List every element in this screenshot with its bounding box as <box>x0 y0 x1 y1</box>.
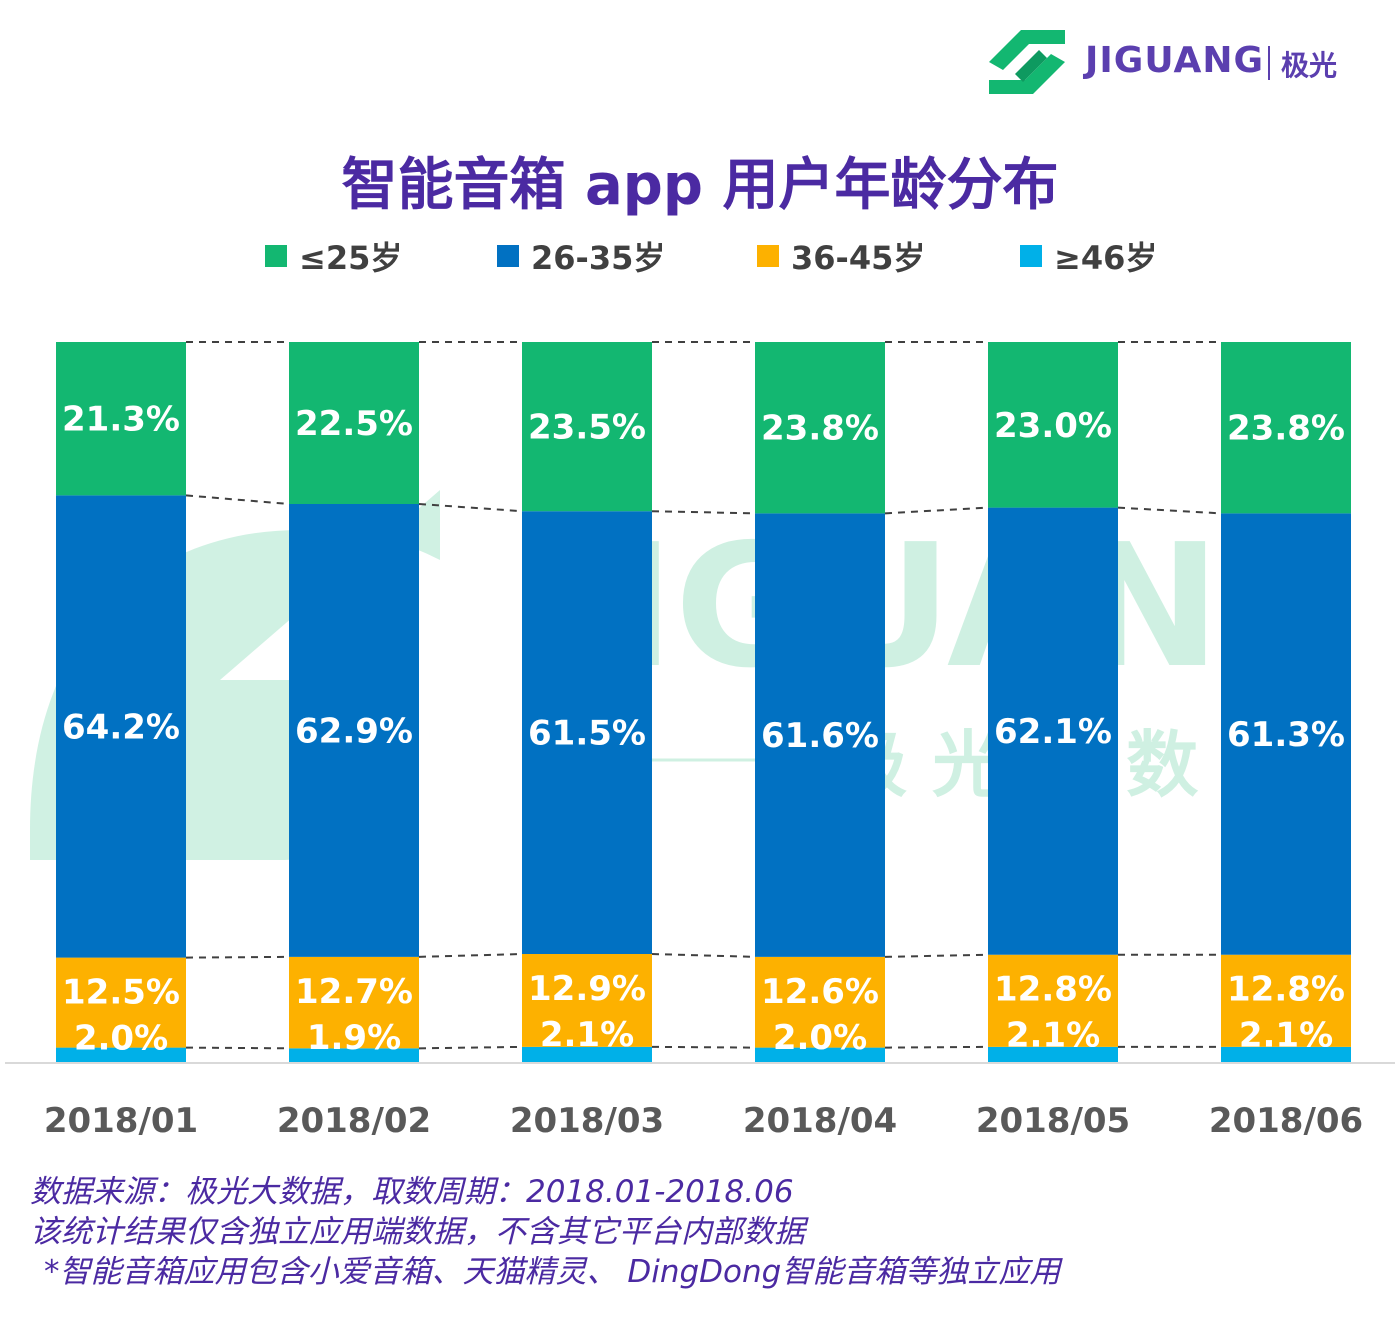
data-label: 2.0% <box>773 1018 867 1058</box>
data-label: 23.5% <box>528 408 646 448</box>
series-line <box>884 1045 989 1049</box>
bar-segment <box>522 511 652 954</box>
data-label: 2.1% <box>540 1015 634 1055</box>
x-tick-label: 2018/01 <box>44 1101 198 1141</box>
bar-segment <box>1221 513 1351 955</box>
bar-segment <box>522 1046 652 1062</box>
data-label: 22.5% <box>295 404 413 444</box>
x-axis-tick-labels: 2018/01 2018/02 2018/03 2018/04 2018/05 2018/… <box>44 1101 1363 1141</box>
bar-segment <box>56 495 186 958</box>
legend-label-ge46: ≥46岁 <box>1054 238 1158 277</box>
x-tick-label: 2018/04 <box>743 1101 897 1141</box>
series-line <box>651 1045 756 1049</box>
data-label: 12.8% <box>994 970 1112 1010</box>
data-label: 62.1% <box>994 712 1112 752</box>
legend-swatch-le25 <box>265 244 287 267</box>
data-label: 62.9% <box>295 711 413 751</box>
x-tick-label: 2018/06 <box>1209 1101 1363 1141</box>
watermark: JIGUANG 极 光 大 数 据 <box>30 490 1360 860</box>
data-label: 23.0% <box>994 406 1112 446</box>
series-line <box>418 953 523 958</box>
legend-swatch-36-45 <box>757 244 779 267</box>
bar-segment <box>755 342 885 514</box>
x-tick-label: 2018/02 <box>277 1101 431 1141</box>
bar-segment <box>289 504 419 957</box>
bar-segment <box>755 513 885 957</box>
bar-segment <box>1221 1046 1351 1062</box>
jiguang-logo-icon <box>989 30 1065 94</box>
stacked-bar-chart: JIGUANG 极 光 大 数 据 21.3% 64.2% 12.5% 2.0% 22.… <box>5 341 1395 1141</box>
bar-segment <box>988 1046 1118 1062</box>
legend: ≤25岁 26-35岁 36-45岁 ≥46岁 <box>0 233 1400 278</box>
footnotes: 数据来源：极光大数据，取数周期：2018.01-2018.06 该统计结果仅含独… <box>30 1172 1060 1292</box>
data-label: 12.6% <box>761 972 879 1012</box>
data-label: 61.6% <box>761 716 879 756</box>
data-label: 1.9% <box>307 1018 401 1058</box>
bar-segment <box>755 1047 885 1062</box>
jiguang-logo: JIGUANG 极光 <box>985 22 1365 102</box>
data-label: 2.1% <box>1239 1016 1333 1056</box>
series-line <box>1117 506 1222 515</box>
bar-segment <box>988 342 1118 508</box>
data-label: 2.1% <box>1006 1016 1100 1056</box>
bar-segment <box>755 956 885 1048</box>
series-line <box>651 953 756 958</box>
bar-segment <box>289 1048 419 1062</box>
chart-title: 智能音箱 app 用户年龄分布 <box>341 153 1059 218</box>
bar-segment <box>988 507 1118 955</box>
series-line <box>185 1046 290 1050</box>
legend-label-26-35: 26-35岁 <box>531 238 666 277</box>
logo-chinese: 极光 <box>1281 49 1338 82</box>
legend-item-26-35: 26-35岁 <box>497 233 665 278</box>
data-label: 23.8% <box>1227 409 1345 449</box>
bars <box>56 342 1351 1062</box>
bar-segment <box>289 342 419 504</box>
data-label: 64.2% <box>62 707 180 747</box>
data-label: 61.5% <box>528 714 646 754</box>
legend-item-36-45: 36-45岁 <box>757 233 925 278</box>
bar-segment <box>56 957 186 1048</box>
data-label: 12.5% <box>62 973 180 1013</box>
data-label: 21.3% <box>62 400 180 440</box>
bar-segment <box>56 1047 186 1062</box>
bar-segment <box>1221 342 1351 514</box>
series-line <box>651 510 756 515</box>
legend-label-le25: ≤25岁 <box>299 238 403 277</box>
series-line <box>418 1045 523 1050</box>
x-tick-label: 2018/05 <box>976 1101 1130 1141</box>
data-label: 12.7% <box>295 972 413 1012</box>
bar-segment <box>522 342 652 512</box>
series-line <box>185 955 290 959</box>
bar-segment <box>56 342 186 496</box>
footnote-apps: *智能音箱应用包含小爱音箱、天猫精灵、 DingDong智能音箱等独立应用 <box>44 1254 1061 1290</box>
legend-item-ge46: ≥46岁 <box>1020 233 1157 278</box>
bar-segment <box>1221 954 1351 1047</box>
footnote-source: 数据来源：极光大数据，取数周期：2018.01-2018.06 <box>30 1174 794 1210</box>
data-labels: 21.3% 64.2% 12.5% 2.0% 22.5% 62.9% 12.7% 1.9% 23… <box>62 400 1345 1059</box>
data-label: 12.8% <box>1227 970 1345 1010</box>
legend-item-le25: ≤25岁 <box>265 233 402 278</box>
series-line <box>884 506 989 515</box>
series-connector-lines <box>185 341 1222 1050</box>
data-label: 12.9% <box>528 969 646 1009</box>
data-label: 61.3% <box>1227 715 1345 755</box>
series-line <box>418 503 523 513</box>
legend-label-36-45: 36-45岁 <box>791 238 926 277</box>
series-line <box>884 953 989 958</box>
series-line <box>185 494 290 505</box>
legend-swatch-26-35 <box>497 244 519 267</box>
footnote-scope: 该统计结果仅含独立应用端数据，不含其它平台内部数据 <box>30 1214 805 1250</box>
bar-segment <box>289 956 419 1049</box>
bar-segment <box>522 954 652 1047</box>
data-label: 23.8% <box>761 409 879 449</box>
legend-swatch-ge46 <box>1020 244 1042 267</box>
bar-segment <box>988 954 1118 1047</box>
logo-divider <box>1268 46 1270 80</box>
data-label: 2.0% <box>74 1019 168 1059</box>
x-tick-label: 2018/03 <box>510 1101 664 1141</box>
logo-wordmark: JIGUANG <box>1085 40 1265 81</box>
